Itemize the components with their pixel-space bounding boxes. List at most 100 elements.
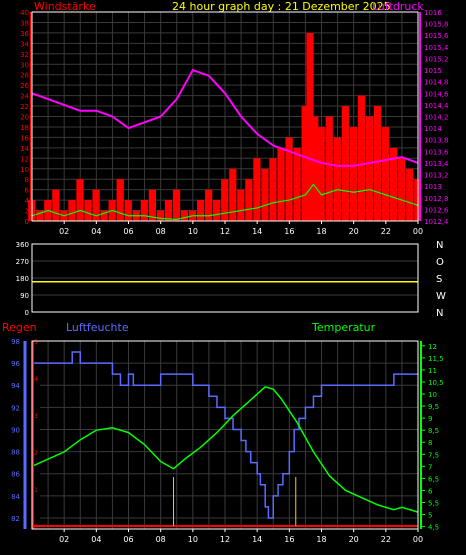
pressure-tick-label: 1015,6	[424, 32, 449, 40]
temperature-tick-label: 9,5	[428, 403, 439, 411]
chart-title: 24 hour graph day : 21 Dezember 2025	[172, 0, 391, 13]
pressure-tick-label: 1014	[424, 125, 442, 133]
wind-tick-label: 14	[20, 145, 29, 153]
wind-bar	[180, 210, 189, 221]
wind-bar	[84, 200, 92, 221]
wind-tick-label: 22	[20, 103, 29, 111]
wind-x-tick-label: 10	[188, 227, 198, 236]
humidity-tick-label: 84	[11, 493, 20, 501]
rain-tick-label: 3	[34, 413, 38, 420]
wind-bar	[381, 126, 390, 221]
wind-bar	[229, 168, 237, 221]
wind-tick-label: 16	[20, 134, 29, 142]
bottom-x-tick-label: 00	[413, 535, 423, 544]
pressure-tick-label: 1012,6	[424, 206, 449, 214]
wind-bar	[365, 116, 374, 221]
bottom-x-tick-label: 18	[316, 535, 326, 544]
wind-bar	[237, 189, 245, 221]
wind-bar	[164, 200, 173, 221]
temperature-tick-label: 8,5	[428, 427, 439, 435]
humidity-tick-label: 94	[11, 382, 20, 390]
humidity-line	[32, 351, 418, 519]
temperature-label: Temperatur	[311, 321, 376, 334]
temperature-tick-label: 12	[428, 343, 437, 351]
wind-bar	[76, 179, 84, 221]
bottom-x-tick-label: 02	[59, 535, 69, 544]
temperature-tick-label: 5	[428, 512, 432, 520]
rain-humidity-temperature-chart: 8284868890929496980123454,555,566,577,58…	[11, 338, 444, 544]
temperature-tick-label: 11	[428, 367, 437, 375]
temperature-tick-label: 11,5	[428, 355, 444, 363]
pressure-tick-label: 1013,2	[424, 172, 449, 180]
direction-tick-label: 180	[16, 275, 29, 283]
wind-x-tick-label: 22	[381, 227, 391, 236]
wind-tick-label: 12	[20, 155, 29, 163]
temperature-tick-label: 5,5	[428, 499, 439, 507]
wind-bar	[100, 210, 108, 221]
rain-tick-label: 4	[34, 376, 38, 383]
wind-tick-label: 10	[20, 166, 29, 174]
direction-frame	[31, 243, 419, 313]
rain-tick-label: 0	[34, 524, 38, 531]
compass-label: S	[436, 274, 442, 285]
pressure-tick-label: 1013	[424, 183, 442, 191]
wind-bar	[52, 189, 60, 221]
wind-bar	[406, 168, 414, 221]
pressure-tick-label: 1014,2	[424, 114, 449, 122]
wind-x-tick-label: 02	[59, 227, 69, 236]
wind-bar	[293, 147, 301, 221]
bottom-x-tick-label: 08	[156, 535, 166, 544]
humidity-tick-label: 96	[11, 360, 20, 368]
temperature-line	[31, 385, 419, 513]
rain-tick-label: 2	[34, 450, 38, 457]
wind-bar	[68, 200, 76, 221]
pressure-tick-label: 1015,4	[424, 44, 449, 52]
compass-label: N	[436, 240, 443, 251]
bottom-x-tick-label: 22	[381, 535, 391, 544]
wind-bar	[205, 189, 213, 221]
pressure-tick-label: 1015,8	[424, 21, 449, 29]
humidity-tick-label: 88	[11, 449, 20, 457]
wind-tick-label: 32	[20, 51, 29, 59]
wind-x-tick-label: 08	[156, 227, 166, 236]
pressure-tick-label: 1014,6	[424, 90, 449, 98]
pressure-label: Luftdruck	[372, 0, 424, 13]
rain-tick-label: 1	[34, 487, 38, 494]
bottom-x-tick-label: 20	[349, 535, 359, 544]
wind-bar	[172, 189, 181, 221]
wind-bar	[301, 106, 309, 221]
wind-bar	[325, 116, 333, 221]
pressure-tick-label: 1013,8	[424, 137, 449, 145]
gust-line	[31, 183, 419, 221]
humidity-tick-label: 86	[11, 471, 20, 479]
rain-label: Regen	[2, 321, 37, 334]
wind-tick-label: 18	[20, 124, 29, 132]
humidity-label: Luftfeuchte	[66, 321, 129, 334]
direction-tick-label: 360	[16, 241, 29, 249]
wind-bar	[333, 137, 341, 221]
wind-tick-label: 20	[20, 114, 29, 122]
temperature-tick-label: 4,5	[428, 524, 439, 532]
wind-pressure-chart: 0246810121416182022242628303234363840101…	[20, 9, 449, 236]
bottom-x-tick-label: 06	[123, 535, 133, 544]
wind-bar	[116, 179, 124, 221]
pressure-tick-label: 1013,6	[424, 148, 449, 156]
wind-tick-label: 8	[25, 176, 29, 184]
wind-tick-label: 30	[20, 61, 29, 69]
pressure-tick-label: 1012,8	[424, 195, 449, 203]
pressure-tick-label: 1012,4	[424, 218, 449, 226]
wind-x-tick-label: 12	[220, 227, 230, 236]
temperature-tick-label: 7	[428, 463, 432, 471]
wind-x-tick-label: 06	[123, 227, 133, 236]
wind-label: Windstärke	[34, 0, 96, 13]
bottom-x-tick-label: 12	[220, 535, 230, 544]
wind-x-tick-label: 14	[252, 227, 262, 236]
wind-tick-label: 4	[25, 197, 30, 205]
wind-tick-label: 36	[20, 30, 29, 38]
wind-bar	[269, 158, 277, 221]
pressure-tick-label: 1015	[424, 67, 442, 75]
wind-bar	[349, 126, 358, 221]
wind-bar	[277, 147, 285, 221]
wind-tick-label: 34	[20, 40, 29, 48]
